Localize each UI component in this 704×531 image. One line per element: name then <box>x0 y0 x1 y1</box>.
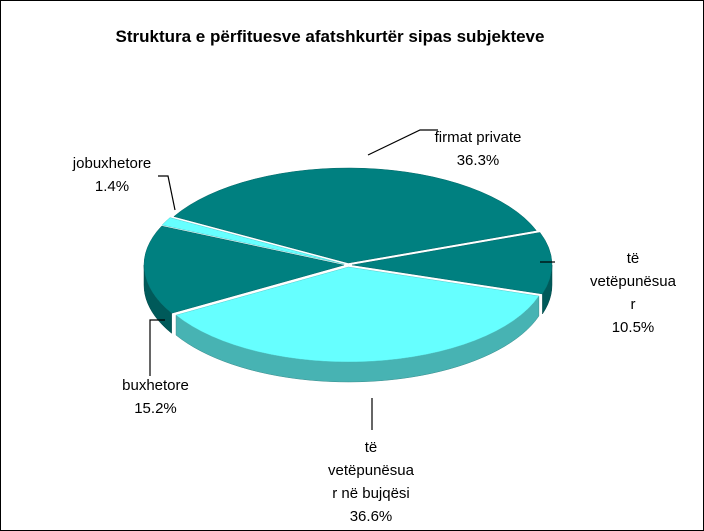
category-label: jobuxhetore <box>72 155 152 172</box>
category-label: firmat private <box>434 129 522 146</box>
chart-title: Struktura e përfituesve afatshkurtër sip… <box>115 27 545 46</box>
leader-line <box>367 129 438 156</box>
pie-tops <box>143 167 553 363</box>
value-label: 15.2% <box>134 400 177 417</box>
data-label: buxhetore 15.2% <box>108 374 203 420</box>
value-label: 36.3% <box>456 152 500 169</box>
slice <box>175 266 540 363</box>
value-label: 1.4% <box>94 178 130 195</box>
value-label: 10.5% <box>611 319 655 336</box>
leader-line <box>149 319 165 376</box>
slice <box>351 232 553 295</box>
category-label: të vetëpunësuar <box>590 250 676 313</box>
data-label: të vetëpunësuar 10.5% <box>588 247 678 339</box>
slice <box>161 217 345 265</box>
slice <box>143 225 345 314</box>
data-label: firmat private 36.3% <box>430 126 526 172</box>
category-label: buxhetore <box>122 377 189 394</box>
leader-lines <box>149 129 555 430</box>
category-label: të vetëpunësuar në bujqësi <box>328 439 414 502</box>
data-label: të vetëpunësuar në bujqësi 36.6% <box>326 436 416 528</box>
slice <box>173 167 537 264</box>
data-label: jobuxhetore 1.4% <box>58 152 166 198</box>
value-label: 36.6% <box>349 508 393 525</box>
leader-line <box>158 175 176 211</box>
